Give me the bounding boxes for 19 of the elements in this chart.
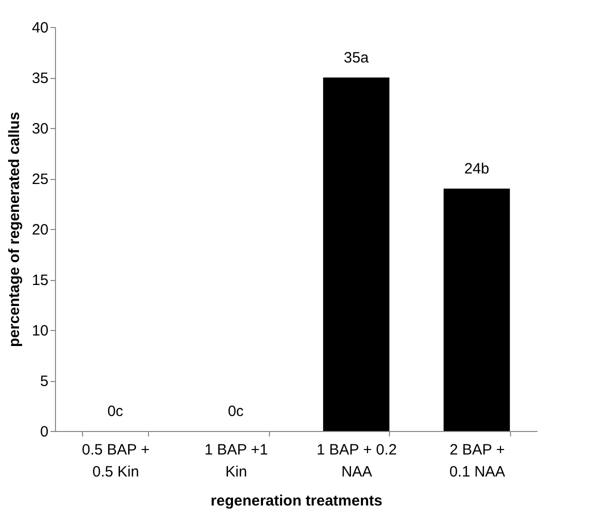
- x-axis-title: regeneration treatments: [210, 492, 382, 510]
- y-tick-label: 20: [32, 222, 48, 238]
- y-tick-label: 40: [32, 20, 48, 36]
- y-tick-label: 0: [40, 424, 48, 440]
- y-tick-label: 25: [32, 171, 48, 188]
- data-label: 35a: [344, 50, 370, 66]
- x-tick-label: 1 BAP + 0.2 NAA: [316, 442, 397, 480]
- x-tick-label: 1 BAP +1 Kin: [204, 442, 268, 480]
- data-label: 0c: [228, 403, 244, 420]
- y-tick-label: 5: [40, 373, 48, 390]
- data-label: 24b: [464, 160, 490, 178]
- y-tick-label: 30: [32, 120, 48, 138]
- data-label: 0c: [107, 403, 124, 420]
- y-axis-title: percentage of regenerated callus: [6, 112, 23, 348]
- x-tick-label: 2 BAP + 0.1 NAA: [449, 442, 506, 480]
- y-tick-label: 15: [32, 272, 48, 289]
- x-tick-label: 0.5 BAP + 0.5 Kin: [82, 442, 150, 480]
- y-tick-label: 10: [32, 322, 48, 340]
- y-tick-label: 35: [32, 70, 48, 87]
